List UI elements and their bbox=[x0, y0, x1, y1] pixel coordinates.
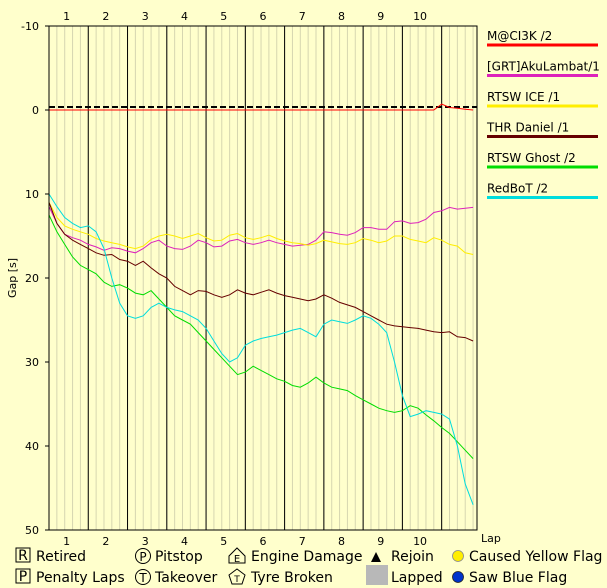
takeover-glyph-circle bbox=[135, 569, 151, 585]
blue-flag-label: Saw Blue Flag bbox=[469, 570, 567, 586]
series-line bbox=[48, 214, 474, 459]
tyre-broken-glyph-shape bbox=[228, 568, 246, 585]
top-lap-tick-label: 3 bbox=[142, 10, 149, 23]
retired-glyph: R bbox=[18, 548, 28, 564]
series-line bbox=[48, 206, 474, 254]
y-tick-label: 50 bbox=[25, 524, 39, 537]
penalty-label: Penalty Laps bbox=[36, 570, 125, 586]
lapped-label: Lapped bbox=[391, 570, 443, 586]
top-lap-tick-label: 7 bbox=[299, 10, 306, 23]
penalty-glyph: P bbox=[19, 569, 27, 585]
series-line bbox=[48, 193, 474, 505]
bottom-lap-tick-label: 5 bbox=[220, 535, 227, 548]
top-lap-tick-label: 5 bbox=[220, 10, 227, 23]
y-axis-ticks: -10 0 10 20 30 40 50 bbox=[21, 20, 49, 537]
top-lap-tick-label: 2 bbox=[102, 10, 109, 23]
retired-glyph-box bbox=[15, 547, 31, 563]
top-lap-tick-label: 10 bbox=[413, 10, 427, 23]
engine-damage-label: Engine Damage bbox=[251, 549, 363, 565]
bottom-lap-tick-label: 8 bbox=[338, 535, 345, 548]
series-line bbox=[49, 103, 474, 111]
plot-background bbox=[49, 26, 477, 530]
tyre-broken-label: Tyre Broken bbox=[250, 570, 333, 586]
series-lines bbox=[48, 103, 474, 505]
top-lap-ticks: 1 2 3 4 5 6 7 8 9 10 bbox=[63, 10, 427, 23]
legend-entry-label: [GRT]AkuLambat/1 bbox=[487, 60, 600, 74]
pitstop-glyph: P bbox=[139, 550, 146, 564]
series-line bbox=[48, 202, 474, 255]
retired-label: Retired bbox=[36, 549, 86, 565]
y-tick-label: 0 bbox=[32, 104, 39, 117]
legend-entry-label: M@CI3K /2 bbox=[487, 29, 552, 43]
bottom-lap-tick-label: 3 bbox=[142, 535, 149, 548]
y-tick-label: 40 bbox=[25, 440, 39, 453]
bottom-lap-tick-label: 4 bbox=[181, 535, 188, 548]
bottom-lap-tick-label: 7 bbox=[299, 535, 306, 548]
pitstop-label: Pitstop bbox=[155, 549, 203, 565]
y-axis-label: Gap [s] bbox=[6, 258, 19, 298]
yellow-flag-dot-icon bbox=[452, 550, 464, 562]
bottom-lap-tick-label: 10 bbox=[413, 535, 427, 548]
top-lap-tick-label: 8 bbox=[338, 10, 345, 23]
engine-damage-glyph-shape bbox=[228, 547, 246, 564]
yellow-flag-label: Caused Yellow Flag bbox=[469, 549, 602, 565]
rejoin-label: Rejoin bbox=[391, 549, 434, 565]
bottom-lap-tick-label: 6 bbox=[260, 535, 267, 548]
legend-entry-label: RTSW Ghost /2 bbox=[487, 151, 576, 165]
bottom-lap-tick-label: 9 bbox=[377, 535, 384, 548]
takeover-glyph: T bbox=[138, 571, 147, 585]
event-key: R Retired P Penalty Laps P Pitstop T Tak… bbox=[15, 547, 602, 586]
bottom-lap-tick-label: 2 bbox=[102, 535, 109, 548]
bottom-lap-ticks: 1 2 3 4 5 6 7 8 9 10 bbox=[63, 535, 427, 548]
takeover-label: Takeover bbox=[154, 570, 217, 586]
pitstop-glyph-circle bbox=[135, 548, 151, 564]
top-lap-tick-label: 1 bbox=[63, 10, 70, 23]
y-tick-label: 30 bbox=[25, 356, 39, 369]
blue-flag-dot-icon bbox=[452, 571, 464, 583]
series-legend: M@CI3K /2 [GRT]AkuLambat/1 RTSW ICE /1 THR … bbox=[486, 29, 600, 199]
y-tick-label: -10 bbox=[21, 20, 39, 33]
legend-entry-label: RTSW ICE /1 bbox=[487, 90, 560, 104]
y-tick-label: 20 bbox=[25, 272, 39, 285]
series-line bbox=[48, 202, 474, 342]
penalty-glyph-box bbox=[15, 568, 31, 584]
top-lap-tick-label: 6 bbox=[260, 10, 267, 23]
engine-damage-glyph: E bbox=[234, 554, 240, 565]
tyre-broken-glyph: T bbox=[233, 575, 240, 585]
rejoin-triangle-icon bbox=[371, 552, 381, 562]
y-tick-label: 10 bbox=[25, 188, 39, 201]
legend-entry-label: RedBoT /2 bbox=[487, 182, 548, 196]
legend-entry-label: THR Daniel /1 bbox=[486, 121, 569, 135]
bottom-lap-tick-label: 1 bbox=[63, 535, 70, 548]
x-axis-label: Lap bbox=[481, 532, 501, 545]
lapped-swatch bbox=[366, 565, 388, 585]
top-lap-tick-label: 4 bbox=[181, 10, 188, 23]
top-lap-tick-label: 9 bbox=[377, 10, 384, 23]
